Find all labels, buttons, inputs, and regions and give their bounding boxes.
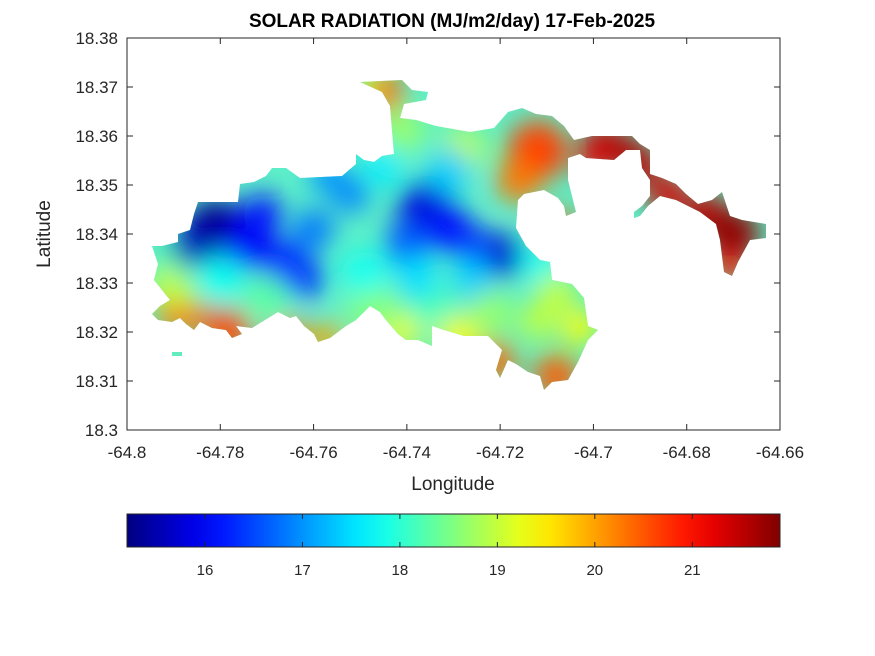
x-tick-label: -64.72: [476, 443, 524, 462]
min-center: [411, 195, 440, 224]
x-tick-label: -64.68: [663, 443, 711, 462]
x-tick-label: -64.76: [289, 443, 337, 462]
min-center: [488, 242, 517, 271]
y-axis-label: Latitude: [34, 200, 55, 268]
field-blob: [468, 290, 513, 335]
field-blob: [332, 176, 369, 213]
x-tick-label: -64.78: [196, 443, 244, 462]
colorbar-tick-label: 16: [197, 562, 214, 579]
field-blob: [284, 258, 325, 299]
field-blob: [293, 209, 334, 250]
y-tick-label: 18.3: [85, 421, 118, 440]
min-center: [269, 239, 298, 268]
colorbar-tick-label: 21: [684, 562, 701, 579]
chart-title: SOLAR RADIATION (MJ/m2/day) 17-Feb-2025: [249, 11, 656, 32]
y-tick-label: 18.35: [75, 176, 118, 195]
x-axis-label: Longitude: [411, 474, 494, 495]
x-tick-label: -64.8: [108, 443, 147, 462]
field-blob: [342, 251, 387, 296]
x-tick-label: -64.7: [574, 443, 613, 462]
colorbar: [126, 513, 781, 548]
y-tick-label: 18.38: [75, 29, 118, 48]
colorbar-ticks: 16 17 18 19 20 21: [197, 514, 701, 579]
x-tick-label: -64.66: [756, 443, 804, 462]
max-region: [724, 224, 752, 253]
field-blob: [244, 275, 289, 320]
max-region: [518, 126, 547, 155]
y-tick-label: 18.32: [75, 323, 118, 342]
y-tick-label: 18.37: [75, 78, 118, 97]
colorbar-tick-label: 18: [392, 562, 409, 579]
min-center: [201, 215, 230, 244]
max-region: [542, 357, 571, 386]
y-axis: 18.3 18.31 18.32 18.33 18.34 18.35 18.36 18.37 1…: [75, 29, 780, 440]
y-tick-label: 18.36: [75, 127, 118, 146]
field-blob: [496, 158, 541, 203]
field-blob: [394, 256, 439, 301]
field-blob: [519, 304, 556, 341]
y-tick-label: 18.34: [75, 225, 118, 244]
field-blob: [162, 276, 195, 309]
x-tick-label: -64.74: [383, 443, 431, 462]
x-axis: -64.8 -64.78 -64.76 -64.74 -64.72 -64.7 -64.68…: [108, 38, 804, 462]
colorbar-tick-label: 17: [294, 562, 311, 579]
colorbar-tick-label: 20: [586, 562, 603, 579]
field-blob: [198, 256, 243, 301]
field-blob: [452, 258, 493, 299]
field-blob: [384, 221, 429, 266]
colorbar-tick-label: 19: [489, 562, 506, 579]
y-tick-label: 18.31: [75, 372, 118, 391]
field-blob: [426, 148, 471, 193]
field-blob: [456, 228, 497, 269]
field-blob: [242, 194, 283, 235]
y-tick-label: 18.33: [75, 274, 118, 293]
